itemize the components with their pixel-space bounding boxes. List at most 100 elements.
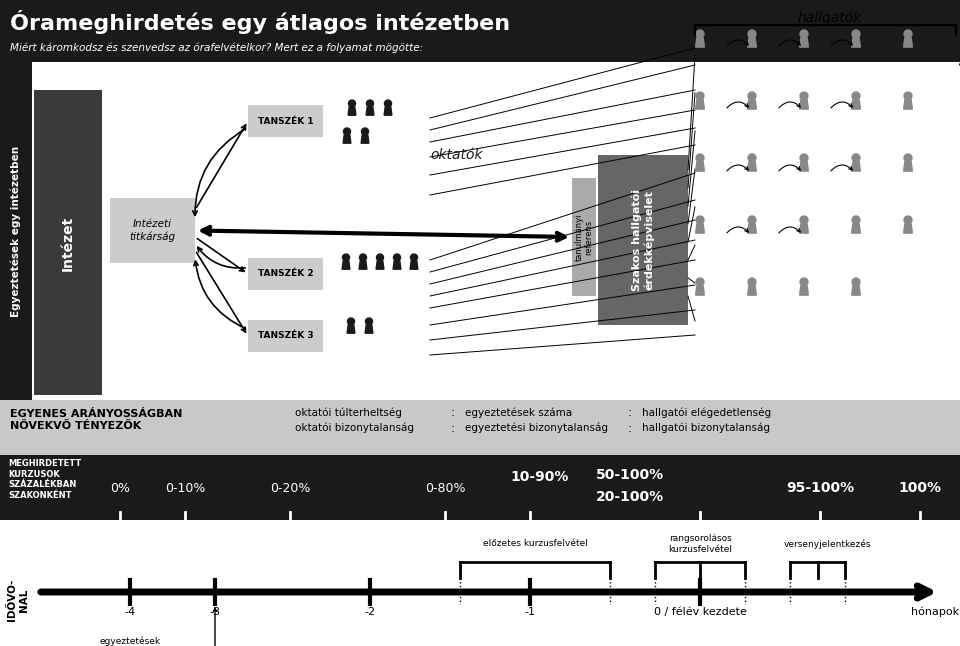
Polygon shape (343, 135, 351, 143)
Polygon shape (852, 38, 860, 47)
Text: előzetes kurzusfelvétel: előzetes kurzusfelvétel (483, 539, 588, 548)
Polygon shape (903, 38, 912, 47)
Bar (572, 178, 596, 296)
Polygon shape (376, 261, 384, 269)
Text: IDŐVO-
NAL: IDŐVO- NAL (7, 579, 29, 621)
Circle shape (800, 216, 808, 224)
Bar (248, 105, 323, 137)
Text: :: : (451, 406, 455, 419)
Text: Intézet: Intézet (61, 215, 75, 271)
Polygon shape (748, 224, 756, 233)
Text: 50-100%: 50-100% (596, 468, 664, 482)
Bar (0, 455, 960, 520)
Polygon shape (800, 224, 808, 233)
Circle shape (904, 154, 912, 162)
Bar (0, 62, 32, 400)
Polygon shape (696, 286, 705, 295)
Polygon shape (748, 162, 756, 171)
Text: TANSZÉK 1: TANSZÉK 1 (257, 116, 313, 125)
Circle shape (852, 216, 860, 224)
Polygon shape (365, 325, 372, 333)
Text: Órameghirdetés egy átlagos intézetben: Órameghirdetés egy átlagos intézetben (10, 10, 510, 34)
Text: -3: -3 (209, 607, 221, 617)
Circle shape (696, 278, 704, 286)
Circle shape (366, 318, 372, 325)
Text: -1: -1 (524, 607, 536, 617)
Polygon shape (903, 100, 912, 109)
Bar (110, 198, 195, 263)
Circle shape (852, 92, 860, 100)
Text: versenyjelentkezés: versenyjelentkezés (783, 539, 872, 548)
Polygon shape (800, 100, 808, 109)
Text: -4: -4 (125, 607, 135, 617)
Circle shape (343, 254, 349, 261)
Text: TANSZÉK 3: TANSZÉK 3 (257, 331, 313, 340)
Circle shape (359, 254, 367, 261)
Polygon shape (748, 100, 756, 109)
Text: hallgatók: hallgatók (798, 11, 862, 25)
Text: MEGHIRDETETT
KURZUSOK
SZÁZALÉKBAN
SZAKONKÉNT: MEGHIRDETETT KURZUSOK SZÁZALÉKBAN SZAKON… (8, 459, 82, 499)
Text: oktatói bizonytalanság: oktatói bizonytalanság (295, 422, 414, 433)
Circle shape (348, 100, 355, 107)
Text: :: : (628, 421, 632, 435)
Circle shape (394, 254, 400, 261)
Polygon shape (852, 162, 860, 171)
Polygon shape (348, 325, 355, 333)
Text: 0-80%: 0-80% (424, 481, 466, 494)
Polygon shape (748, 286, 756, 295)
Polygon shape (410, 261, 418, 269)
Text: hallgatói bizonytalanság: hallgatói bizonytalanság (642, 422, 770, 433)
Bar (248, 258, 323, 290)
Circle shape (696, 30, 704, 38)
Text: egyeztetések
megkezdése: egyeztetések megkezdése (100, 636, 160, 646)
Polygon shape (748, 38, 756, 47)
Polygon shape (393, 261, 401, 269)
Text: 95-100%: 95-100% (786, 481, 854, 495)
Polygon shape (903, 162, 912, 171)
Polygon shape (342, 261, 349, 269)
Polygon shape (366, 107, 374, 115)
Polygon shape (348, 107, 356, 115)
Polygon shape (903, 224, 912, 233)
Text: oktatói túlterheltség: oktatói túlterheltség (295, 408, 402, 418)
Circle shape (800, 92, 808, 100)
Text: egyeztetések száma: egyeztetések száma (465, 408, 572, 418)
Polygon shape (696, 224, 705, 233)
Circle shape (376, 254, 383, 261)
Text: tanulmányi
referens: tanulmányi referens (574, 213, 593, 261)
Bar (0, 520, 960, 646)
Text: egyeztetési bizonytalanság: egyeztetési bizonytalanság (465, 422, 608, 433)
Circle shape (696, 92, 704, 100)
Circle shape (852, 154, 860, 162)
Circle shape (748, 216, 756, 224)
Text: EGYENES ARÁNYOSSÁGBAN
NÖVEKVŐ TÉNYEZŐK: EGYENES ARÁNYOSSÁGBAN NÖVEKVŐ TÉNYEZŐK (10, 409, 182, 431)
Circle shape (748, 92, 756, 100)
Circle shape (800, 30, 808, 38)
Circle shape (904, 216, 912, 224)
Text: hallgatói elégedetlenség: hallgatói elégedetlenség (642, 408, 771, 418)
Circle shape (696, 154, 704, 162)
Polygon shape (852, 224, 860, 233)
Text: 0-20%: 0-20% (270, 481, 310, 494)
Text: Egyeztetések egy intézetben: Egyeztetések egy intézetben (11, 145, 21, 317)
Bar (0, 400, 960, 455)
Text: hónapok: hónapok (911, 607, 959, 617)
Circle shape (800, 154, 808, 162)
Polygon shape (359, 261, 367, 269)
Polygon shape (696, 162, 705, 171)
Circle shape (411, 254, 418, 261)
Polygon shape (852, 286, 860, 295)
Polygon shape (384, 107, 392, 115)
Text: 10-90%: 10-90% (511, 470, 569, 484)
Bar (0, 0, 960, 62)
Bar (34, 90, 102, 395)
Circle shape (748, 278, 756, 286)
Circle shape (800, 278, 808, 286)
Circle shape (852, 278, 860, 286)
Text: -2: -2 (365, 607, 375, 617)
Text: 0%: 0% (110, 481, 130, 494)
Polygon shape (696, 100, 705, 109)
Text: :: : (451, 421, 455, 435)
Text: oktatók: oktatók (430, 148, 483, 162)
Circle shape (384, 100, 392, 107)
